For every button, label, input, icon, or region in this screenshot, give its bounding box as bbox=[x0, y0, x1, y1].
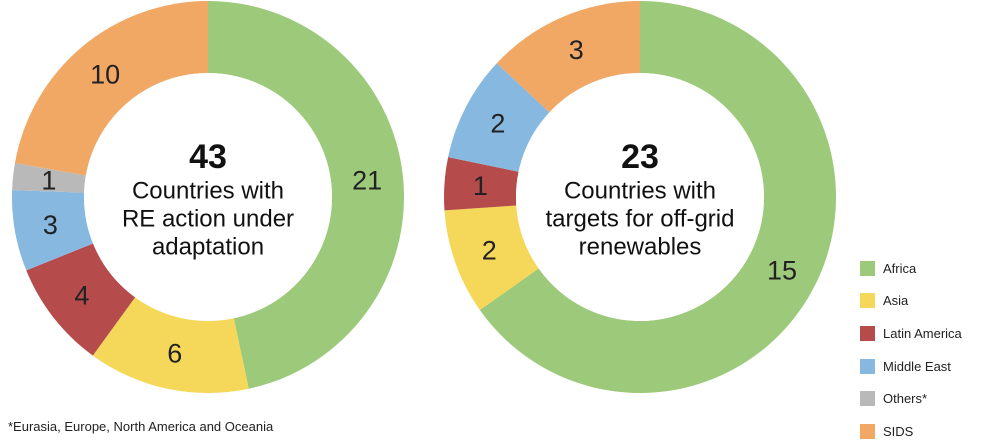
legend-swatch-africa bbox=[860, 260, 875, 276]
slice-africa-chart-1 bbox=[208, 1, 404, 389]
slice-value-label: 2 bbox=[482, 236, 497, 266]
legend-swatch-latin-america bbox=[860, 325, 875, 341]
legend-swatch-middle-east bbox=[860, 358, 875, 374]
slice-value-label: 2 bbox=[490, 108, 505, 138]
slice-value-label: 4 bbox=[74, 281, 89, 311]
slice-sids-chart-2 bbox=[496, 1, 640, 113]
center-caption-line: Countries with bbox=[564, 178, 716, 205]
center-caption-line: Countries with bbox=[132, 178, 284, 205]
footnote: *Eurasia, Europe, North America and Ocea… bbox=[8, 419, 274, 434]
slice-latin-america-chart-2 bbox=[443, 157, 519, 211]
legend-item-africa: Africa bbox=[860, 252, 980, 285]
center-caption-line: RE action under bbox=[122, 206, 294, 233]
slice-asia-chart-2 bbox=[444, 205, 539, 311]
legend-swatch-asia bbox=[860, 293, 875, 309]
slice-value-label: 15 bbox=[767, 256, 797, 286]
legend-item-middle-east: Middle East bbox=[860, 350, 980, 383]
center-total: 23 bbox=[621, 138, 659, 176]
slice-middle-east-chart-1 bbox=[12, 190, 94, 271]
slice-latin-america-chart-1 bbox=[26, 243, 136, 356]
legend-item-latin-america: Latin America bbox=[860, 317, 980, 350]
slice-value-label: 3 bbox=[43, 210, 58, 240]
center-caption-line: targets for off-grid bbox=[546, 206, 735, 233]
slice-sids-chart-1 bbox=[14, 1, 209, 176]
donut-hole bbox=[84, 73, 332, 321]
legend-label-africa: Africa bbox=[883, 260, 917, 276]
legend-label-latin-america: Latin America bbox=[883, 325, 962, 341]
slice-value-label: 21 bbox=[352, 165, 382, 195]
slice-middle-east-chart-2 bbox=[448, 63, 550, 172]
legend: Africa Asia Latin America Middle East Ot… bbox=[860, 252, 980, 448]
legend-swatch-others bbox=[860, 391, 875, 407]
legend-item-sids: SIDS bbox=[860, 415, 980, 448]
slice-value-label: 1 bbox=[473, 171, 488, 201]
slice-africa-chart-2 bbox=[479, 1, 836, 393]
center-caption-line: renewables bbox=[579, 234, 702, 261]
slice-value-label: 6 bbox=[167, 339, 182, 369]
legend-label-middle-east: Middle East bbox=[883, 358, 951, 374]
slice-value-label: 3 bbox=[569, 35, 584, 65]
center-total: 43 bbox=[189, 138, 227, 176]
slice-value-label: 1 bbox=[41, 165, 56, 195]
legend-label-asia: Asia bbox=[883, 293, 909, 309]
legend-item-asia: Asia bbox=[860, 285, 980, 318]
legend-swatch-sids bbox=[860, 423, 875, 439]
legend-item-others: Others* bbox=[860, 382, 980, 415]
center-caption-line: adaptation bbox=[152, 234, 264, 261]
slice-asia-chart-1 bbox=[92, 297, 249, 393]
slice-others-chart-1 bbox=[12, 162, 86, 193]
legend-label-sids: SIDS bbox=[883, 423, 914, 439]
legend-label-others: Others* bbox=[883, 391, 928, 407]
slice-value-label: 10 bbox=[90, 59, 120, 89]
donut-hole bbox=[516, 73, 764, 321]
